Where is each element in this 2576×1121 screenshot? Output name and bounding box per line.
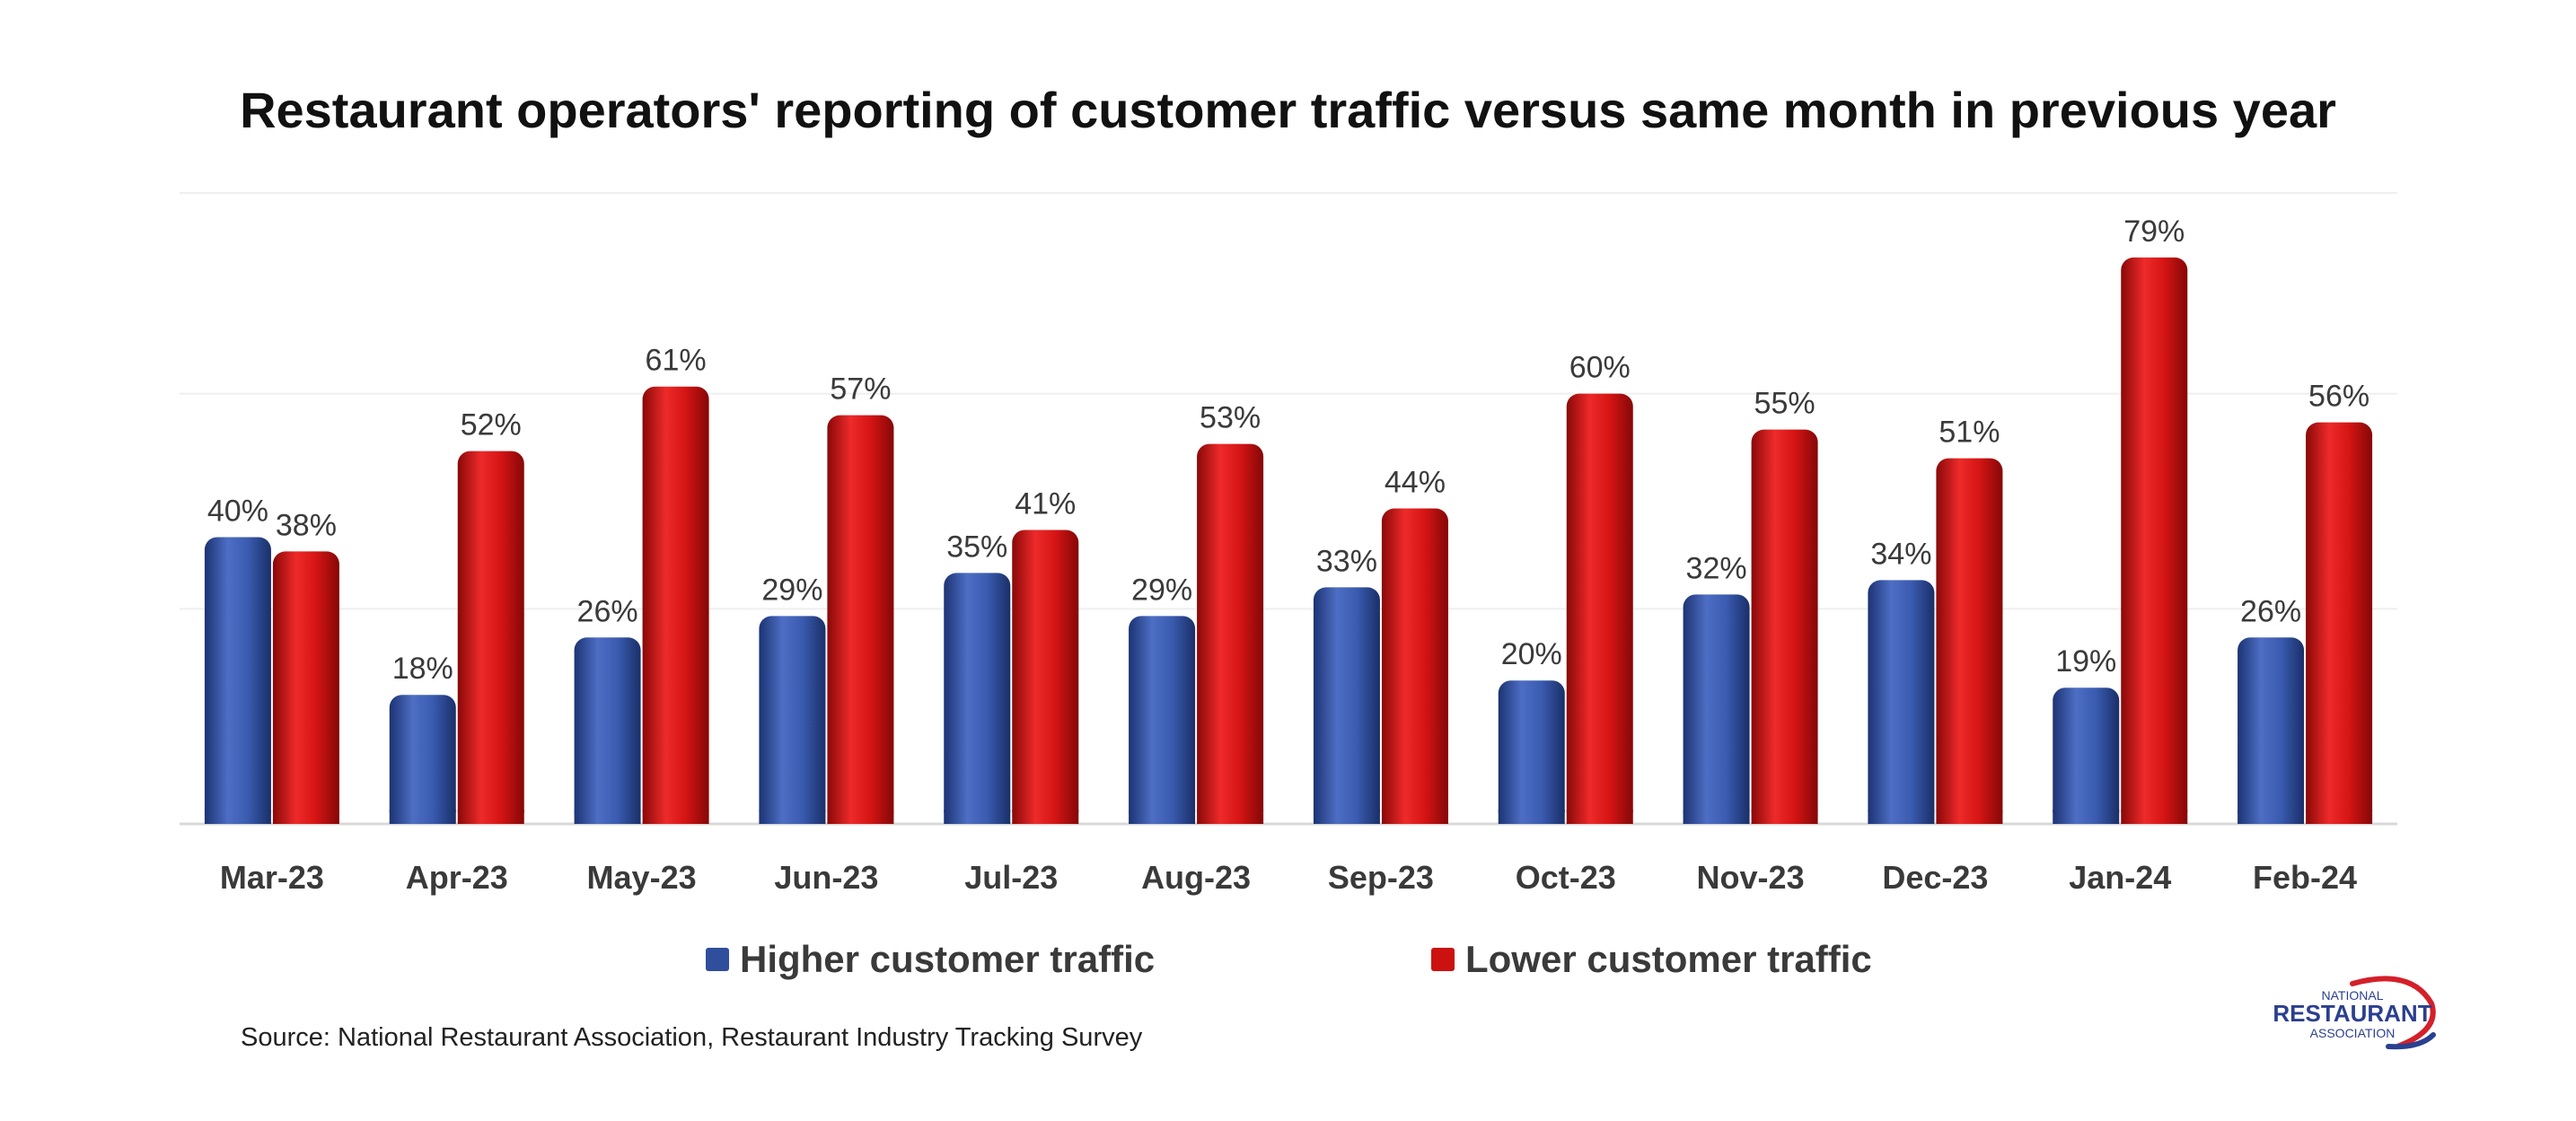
bar-higher-aug-23 bbox=[1129, 616, 1196, 824]
bar-higher-sep-23 bbox=[1313, 587, 1380, 824]
data-label-lower-dec-23: 51% bbox=[1939, 416, 2000, 450]
x-tick-mar-23: Mar-23 bbox=[220, 859, 324, 896]
data-label-higher-apr-23: 18% bbox=[392, 652, 453, 686]
data-label-lower-aug-23: 53% bbox=[1200, 401, 1261, 435]
bar-lower-nov-23 bbox=[1751, 429, 1818, 824]
bar-base-higher-jun-23 bbox=[759, 810, 826, 824]
bar-base-lower-feb-24 bbox=[2306, 810, 2373, 824]
data-label-lower-may-23: 61% bbox=[646, 344, 707, 378]
x-tick-nov-23: Nov-23 bbox=[1697, 859, 1805, 896]
data-label-lower-nov-23: 55% bbox=[1754, 387, 1816, 421]
bar-higher-feb-24 bbox=[2238, 637, 2305, 824]
bar-lower-sep-23 bbox=[1381, 508, 1448, 824]
x-tick-jun-23: Jun-23 bbox=[774, 859, 878, 896]
data-label-lower-jan-24: 79% bbox=[2123, 215, 2185, 249]
source-note: Source: National Restaurant Association,… bbox=[241, 1023, 1143, 1052]
bar-higher-jul-23 bbox=[944, 573, 1011, 824]
data-label-higher-jun-23: 29% bbox=[761, 573, 822, 607]
data-label-lower-oct-23: 60% bbox=[1569, 351, 1631, 385]
logo-line1: NATIONAL bbox=[2322, 988, 2384, 1003]
bar-lower-jan-24 bbox=[2121, 257, 2188, 825]
legend-label-higher: Higher customer traffic bbox=[740, 938, 1156, 980]
data-label-lower-apr-23: 52% bbox=[461, 408, 522, 442]
data-label-higher-dec-23: 34% bbox=[1870, 537, 1931, 571]
legend-swatch-lower bbox=[1431, 948, 1455, 971]
bar-base-lower-jun-23 bbox=[827, 810, 894, 824]
bar-base-higher-sep-23 bbox=[1313, 810, 1380, 824]
data-label-lower-mar-23: 38% bbox=[276, 508, 337, 542]
bar-lower-aug-23 bbox=[1197, 443, 1264, 824]
bar-higher-mar-23 bbox=[204, 537, 271, 824]
bar-higher-nov-23 bbox=[1683, 594, 1750, 824]
bar-base-higher-jul-23 bbox=[944, 810, 1011, 824]
legend-item-lower: Lower customer traffic bbox=[1431, 938, 1872, 981]
data-label-lower-jul-23: 41% bbox=[1015, 486, 1076, 521]
bar-higher-jan-24 bbox=[2053, 687, 2120, 824]
bar-base-higher-apr-23 bbox=[389, 810, 456, 824]
x-tick-sep-23: Sep-23 bbox=[1328, 859, 1434, 896]
legend-label-lower: Lower customer traffic bbox=[1465, 938, 1872, 980]
legend-swatch-higher bbox=[706, 948, 729, 971]
bar-higher-may-23 bbox=[574, 637, 641, 824]
bar-lower-mar-23 bbox=[272, 551, 339, 824]
data-label-higher-jul-23: 35% bbox=[946, 530, 1007, 564]
bar-base-lower-jan-24 bbox=[2121, 810, 2188, 824]
bar-higher-apr-23 bbox=[389, 695, 456, 824]
bar-base-lower-aug-23 bbox=[1197, 810, 1264, 824]
bar-base-lower-nov-23 bbox=[1751, 810, 1818, 824]
x-tick-feb-24: Feb-24 bbox=[2253, 859, 2357, 896]
bar-base-higher-dec-23 bbox=[1868, 810, 1935, 824]
x-tick-jan-24: Jan-24 bbox=[2069, 859, 2171, 896]
x-tick-dec-23: Dec-23 bbox=[1882, 859, 1988, 896]
bar-base-lower-oct-23 bbox=[1566, 810, 1633, 824]
data-label-higher-feb-24: 26% bbox=[2240, 594, 2301, 628]
bar-base-lower-mar-23 bbox=[272, 810, 339, 824]
x-tick-aug-23: Aug-23 bbox=[1141, 859, 1251, 896]
bar-lower-feb-24 bbox=[2306, 422, 2373, 824]
logo-line3: ASSOCIATION bbox=[2310, 1026, 2396, 1040]
bar-higher-oct-23 bbox=[1498, 680, 1565, 824]
bar-base-higher-may-23 bbox=[574, 810, 641, 824]
data-label-lower-feb-24: 56% bbox=[2308, 380, 2369, 414]
data-label-higher-oct-23: 20% bbox=[1501, 637, 1562, 671]
bar-base-higher-feb-24 bbox=[2238, 810, 2305, 824]
bar-base-lower-may-23 bbox=[642, 810, 709, 824]
national-restaurant-association-logo: NATIONAL RESTAURANT ASSOCIATION bbox=[2273, 976, 2436, 1050]
data-label-lower-jun-23: 57% bbox=[830, 372, 891, 407]
x-tick-may-23: May-23 bbox=[587, 859, 697, 896]
bar-lower-apr-23 bbox=[457, 451, 524, 824]
bar-base-lower-sep-23 bbox=[1381, 810, 1448, 824]
x-tick-apr-23: Apr-23 bbox=[406, 859, 508, 896]
bar-lower-oct-23 bbox=[1566, 393, 1633, 824]
data-label-higher-sep-23: 33% bbox=[1316, 544, 1377, 578]
data-label-higher-jan-24: 19% bbox=[2055, 644, 2116, 679]
bar-lower-jul-23 bbox=[1012, 530, 1079, 824]
bar-base-lower-jul-23 bbox=[1012, 810, 1079, 824]
data-label-higher-aug-23: 29% bbox=[1131, 573, 1192, 607]
bar-lower-jun-23 bbox=[827, 415, 894, 824]
logo-line2: RESTAURANT bbox=[2273, 1000, 2431, 1027]
data-label-higher-nov-23: 32% bbox=[1686, 551, 1747, 585]
legend: Higher customer traffic Lower customer t… bbox=[0, 938, 2576, 992]
bar-base-lower-apr-23 bbox=[457, 810, 524, 824]
bar-base-lower-dec-23 bbox=[1936, 810, 2003, 824]
bar-base-higher-jan-24 bbox=[2053, 810, 2120, 824]
x-tick-oct-23: Oct-23 bbox=[1516, 859, 1616, 896]
bar-higher-dec-23 bbox=[1868, 580, 1935, 824]
bar-lower-dec-23 bbox=[1936, 458, 2003, 824]
bar-base-higher-nov-23 bbox=[1683, 810, 1750, 824]
bar-base-higher-mar-23 bbox=[204, 810, 271, 824]
bar-base-higher-aug-23 bbox=[1129, 810, 1196, 824]
chart-title: Restaurant operators' reporting of custo… bbox=[240, 82, 2336, 138]
legend-item-higher: Higher customer traffic bbox=[706, 938, 1155, 981]
data-label-higher-mar-23: 40% bbox=[207, 494, 268, 528]
data-label-lower-sep-23: 44% bbox=[1385, 466, 1446, 500]
x-tick-jul-23: Jul-23 bbox=[964, 859, 1058, 896]
data-label-higher-may-23: 26% bbox=[577, 594, 638, 628]
bar-lower-may-23 bbox=[642, 386, 709, 824]
bar-higher-jun-23 bbox=[759, 616, 826, 824]
bar-base-higher-oct-23 bbox=[1498, 810, 1565, 824]
